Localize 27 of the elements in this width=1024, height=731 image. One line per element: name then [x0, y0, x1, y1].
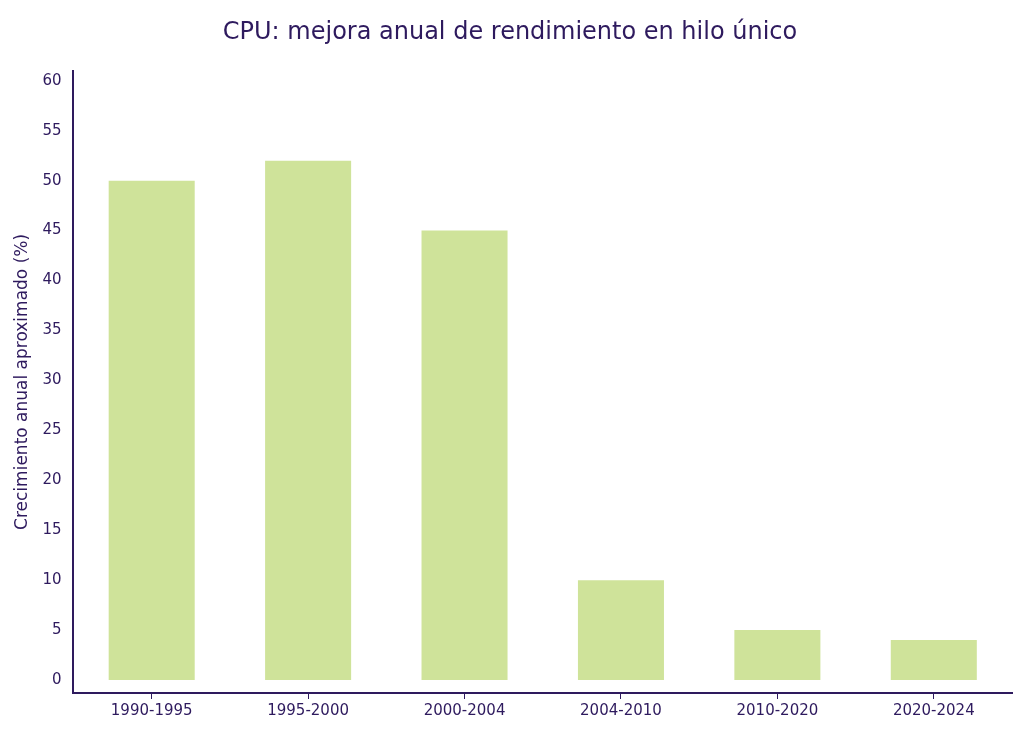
y-tick-label: 35 [42, 320, 62, 339]
y-tick-label: 55 [42, 120, 62, 139]
y-tick-label: 15 [42, 520, 62, 539]
bar [265, 160, 352, 681]
bar [108, 180, 195, 681]
bar [421, 230, 508, 681]
x-tick-label: 2000-2004 [423, 700, 506, 719]
x-tick-label: 1995-2000 [267, 700, 349, 719]
y-tick-label: 50 [42, 170, 62, 189]
x-tick-label: 1990-1995 [110, 700, 193, 719]
y-tick-label: 5 [51, 619, 62, 638]
y-tick-label: 20 [42, 470, 62, 489]
y-tick-label: 30 [42, 370, 62, 389]
y-tick-label: 10 [42, 570, 62, 589]
x-tick-label: 2020-2024 [892, 700, 975, 719]
chart-title: CPU: mejora anual de rendimiento en hilo único [222, 16, 798, 45]
y-tick-label: 0 [51, 669, 62, 688]
bar [890, 640, 977, 681]
y-tick-label: 45 [42, 220, 62, 239]
y-tick-label: 60 [42, 70, 62, 89]
y-tick-label: 25 [42, 420, 62, 439]
bar [734, 630, 821, 681]
x-tick-label: 2010-2020 [736, 700, 819, 719]
x-tick-label: 2004-2010 [580, 700, 662, 719]
y-tick-label: 40 [42, 270, 62, 289]
bar [577, 580, 664, 681]
y-axis-title: Crecimiento anual aproximado (%) [10, 233, 31, 530]
